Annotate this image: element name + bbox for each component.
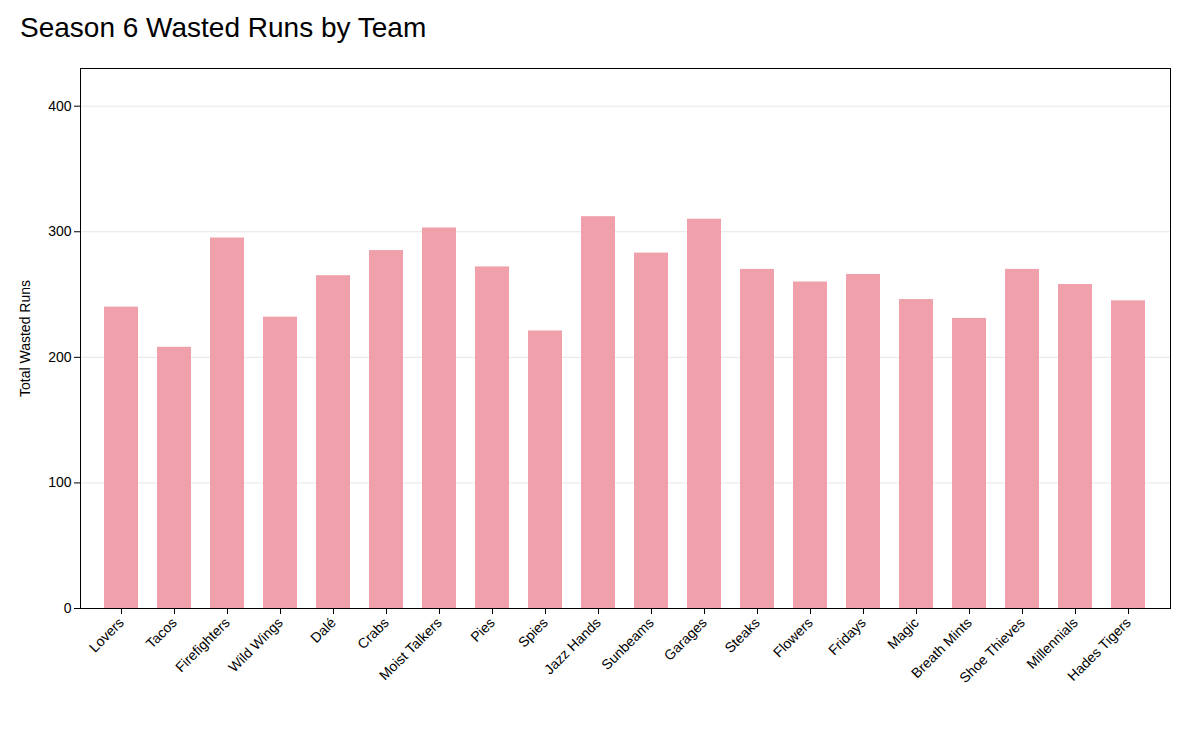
- svg-text:Wild Wings: Wild Wings: [225, 614, 286, 675]
- svg-text:Dalé: Dalé: [307, 614, 339, 646]
- svg-text:Magic: Magic: [884, 614, 922, 652]
- svg-text:0: 0: [64, 600, 72, 616]
- svg-text:Tacos: Tacos: [143, 614, 180, 651]
- svg-text:Moist Talkers: Moist Talkers: [376, 614, 445, 683]
- html-text:Season 6 Wasted Runs by Team: Season 6 Wasted Runs by Team: [20, 12, 427, 43]
- svg-text:Shoe Thieves: Shoe Thieves: [956, 614, 1028, 686]
- svg-text:Millennials: Millennials: [1023, 614, 1081, 672]
- svg-text:Jazz Hands: Jazz Hands: [541, 614, 604, 677]
- svg-text:Total Wasted Runs: Total Wasted Runs: [17, 280, 33, 397]
- svg-text:Flowers: Flowers: [770, 614, 816, 660]
- svg-text:Pies: Pies: [467, 614, 498, 645]
- svg-text:Garages: Garages: [661, 614, 710, 663]
- svg-text:Spies: Spies: [515, 614, 551, 650]
- svg-text:Hades Tigers: Hades Tigers: [1064, 614, 1134, 684]
- svg-text:Breath Mints: Breath Mints: [907, 614, 975, 682]
- svg-text:Fridays: Fridays: [825, 614, 869, 658]
- svg-text:400: 400: [48, 98, 72, 114]
- svg-text:200: 200: [48, 349, 72, 365]
- svg-text:Firefighters: Firefighters: [172, 614, 233, 675]
- svg-text:300: 300: [48, 223, 72, 239]
- svg-text:100: 100: [48, 474, 72, 490]
- svg-text:Crabs: Crabs: [354, 614, 392, 652]
- svg-text:Steaks: Steaks: [721, 614, 763, 656]
- svg-text:Sunbeams: Sunbeams: [598, 614, 657, 673]
- svg-text:Lovers: Lovers: [86, 614, 127, 655]
